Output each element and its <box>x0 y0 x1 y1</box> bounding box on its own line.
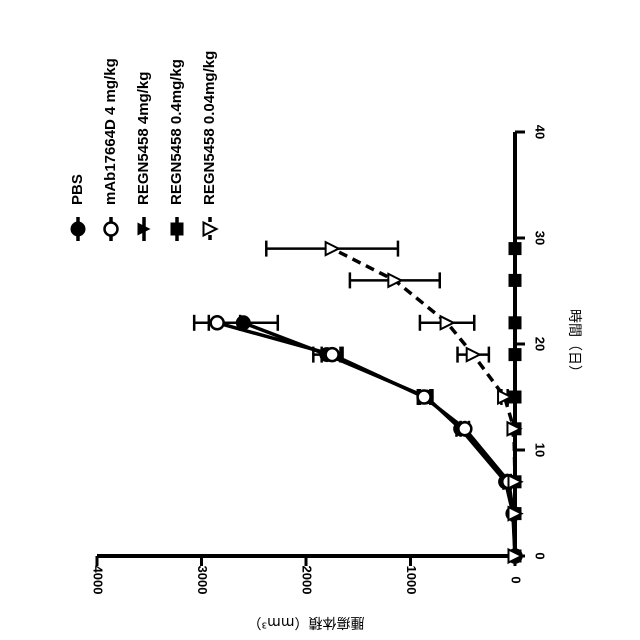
x-tick-label: 20 <box>533 337 548 351</box>
data-point <box>508 316 522 330</box>
y-tick-label: 4000 <box>91 566 106 595</box>
legend-label: PBS <box>69 174 86 205</box>
data-point <box>508 242 522 256</box>
legend-marker <box>137 222 151 236</box>
legend-label: mAb17664D 4 mg/kg <box>102 58 119 205</box>
x-tick-label: 40 <box>533 125 548 139</box>
legend-marker <box>202 220 219 238</box>
data-point <box>465 346 482 363</box>
data-point <box>416 389 432 405</box>
data-point <box>439 314 456 331</box>
legend-marker <box>170 222 184 236</box>
legend-marker <box>70 221 86 237</box>
data-point <box>497 388 514 406</box>
data-point <box>508 348 522 362</box>
data-point <box>324 240 341 257</box>
data-point <box>387 272 404 289</box>
data-point <box>508 273 522 287</box>
y-tick-label: 3000 <box>195 566 210 595</box>
y-tick-label: 1000 <box>404 566 419 595</box>
y-tick-label: 0 <box>509 576 524 583</box>
legend-marker <box>103 221 119 237</box>
y-axis-title: 腫瘍体積（mm³） <box>248 614 365 631</box>
data-point <box>506 420 523 437</box>
data-point <box>507 473 524 490</box>
x-axis-title: 時間（日） <box>566 309 582 379</box>
legend-label: REGN5458 0.4mg/kg <box>168 59 185 205</box>
data-point <box>508 390 522 404</box>
x-tick-label: 0 <box>533 552 548 559</box>
legend: PBS mAb17664D 4 mg/kg REGN5458 4mg/kg REGN5… <box>69 51 219 241</box>
series-layer <box>192 240 524 565</box>
series-4 <box>265 240 524 565</box>
data-point <box>507 505 524 522</box>
data-point <box>324 346 340 363</box>
legend-label: REGN5458 4mg/kg <box>135 72 152 205</box>
y-tick-labels: 0 1000 2000 3000 4000 <box>91 566 524 595</box>
x-tick-label: 10 <box>533 443 548 457</box>
legend-label: REGN5458 0.04mg/kg <box>201 51 218 205</box>
data-point <box>209 315 225 331</box>
series-line <box>331 247 517 556</box>
y-tick-label: 2000 <box>300 566 315 595</box>
data-point <box>507 547 524 565</box>
x-tick-label: 30 <box>533 231 548 245</box>
x-tick-labels: 0 10 20 30 40 <box>533 125 548 560</box>
data-point <box>457 421 473 437</box>
